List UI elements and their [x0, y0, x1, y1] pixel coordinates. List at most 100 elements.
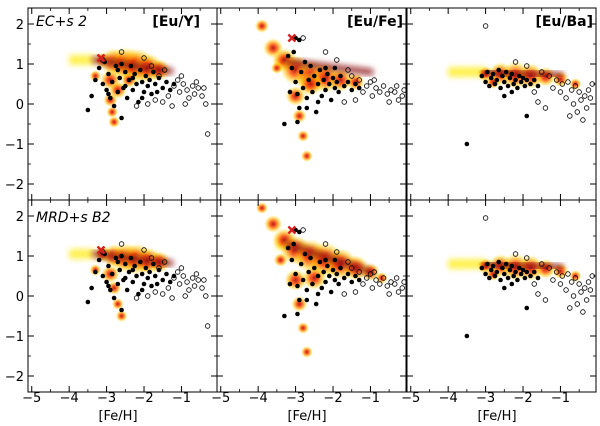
filled-marker: [126, 269, 132, 275]
open-marker: [395, 97, 402, 103]
open-marker: [195, 277, 201, 283]
filled-marker: [160, 277, 166, 283]
open-marker: [583, 297, 590, 303]
open-marker: [578, 97, 584, 103]
density-plateau: [69, 55, 96, 65]
open-marker: [539, 69, 545, 75]
open-marker: [322, 49, 329, 55]
open-marker: [570, 101, 577, 107]
filled-marker: [464, 141, 470, 147]
filled-markers: [282, 227, 362, 319]
filled-marker: [132, 263, 137, 269]
open-marker: [380, 83, 387, 89]
filled-marker: [524, 77, 530, 83]
filled-marker: [147, 77, 152, 83]
filled-marker: [143, 73, 149, 79]
filled-markers: [282, 35, 362, 127]
open-marker: [133, 295, 140, 301]
open-marker: [524, 255, 530, 261]
panel-0-2: [406, 7, 597, 201]
open-marker: [583, 105, 590, 111]
filled-marker: [334, 271, 340, 277]
tick-marks: [28, 200, 217, 392]
filled-marker: [487, 83, 492, 89]
filled-marker: [291, 241, 297, 247]
open-marker: [152, 289, 158, 295]
open-marker: [141, 55, 147, 61]
filled-marker: [93, 269, 98, 275]
filled-marker: [507, 75, 513, 81]
filled-marker: [306, 77, 311, 83]
filled-marker: [156, 75, 162, 81]
filled-marker: [154, 89, 160, 95]
filled-marker: [130, 87, 136, 93]
filled-marker: [485, 261, 490, 267]
filled-marker: [315, 81, 321, 87]
open-marker: [565, 79, 571, 85]
filled-marker: [147, 269, 152, 275]
density-blob: [291, 296, 308, 312]
filled-marker: [503, 261, 509, 267]
open-marker: [539, 261, 545, 267]
density-cloud: [448, 253, 582, 282]
filled-marker: [345, 271, 351, 277]
filled-marker: [298, 69, 304, 75]
tick-marks: [407, 8, 596, 200]
filled-marker: [164, 271, 169, 277]
filled-marker: [332, 277, 338, 283]
highlight-x-stroke: [96, 53, 106, 63]
filled-marker: [295, 91, 300, 97]
open-marker: [550, 85, 556, 91]
open-marker: [118, 49, 125, 55]
filled-marker: [297, 105, 302, 111]
filled-marker: [111, 103, 117, 109]
open-marker: [201, 85, 207, 91]
panel-frame: [216, 7, 407, 201]
open-markers: [100, 49, 211, 137]
panel-frame: [27, 7, 218, 201]
filled-marker: [106, 91, 111, 97]
open-marker: [152, 97, 158, 103]
y-tick-label: −1: [5, 330, 24, 345]
open-markers: [482, 215, 595, 315]
open-markers: [482, 23, 595, 123]
filled-marker: [115, 281, 121, 287]
filled-marker: [298, 261, 304, 267]
open-marker: [384, 91, 390, 97]
x-tick-label: −2: [323, 391, 342, 406]
open-marker: [535, 99, 541, 105]
open-marker: [585, 87, 592, 93]
open-marker: [582, 285, 588, 291]
filled-marker: [531, 77, 537, 83]
filled-marker: [289, 257, 295, 263]
filled-marker: [511, 81, 516, 87]
filled-marker: [139, 287, 145, 293]
filled-marker: [515, 277, 520, 283]
density-blob: [375, 272, 388, 284]
filled-marker: [353, 81, 358, 87]
filled-marker: [171, 273, 177, 279]
open-marker: [587, 95, 594, 101]
open-marker: [578, 289, 584, 295]
open-marker: [118, 241, 125, 247]
open-marker: [576, 281, 582, 287]
filled-marker: [524, 113, 530, 119]
filled-marker: [518, 79, 524, 85]
filled-marker: [109, 79, 115, 85]
density-blob: [270, 62, 284, 74]
filled-marker: [308, 255, 313, 261]
filled-markers: [85, 251, 177, 313]
filled-markers: [464, 67, 541, 147]
open-marker: [148, 255, 155, 261]
filled-marker: [513, 269, 518, 275]
open-marker: [574, 109, 580, 115]
highlight-x-marker: [287, 33, 297, 43]
open-marker: [145, 293, 151, 299]
filled-marker: [528, 273, 533, 279]
open-marker: [160, 291, 166, 297]
open-marker: [300, 35, 306, 41]
open-marker: [373, 277, 379, 283]
filled-marker: [85, 299, 91, 305]
density-blob: [111, 298, 124, 310]
panel-frame: [27, 199, 218, 393]
